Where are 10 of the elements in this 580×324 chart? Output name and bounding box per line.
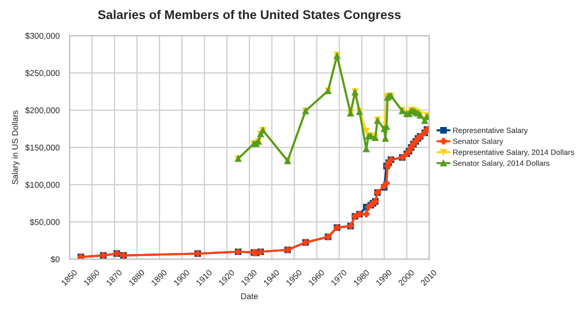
y-tick-label: $250,000 <box>25 70 60 77</box>
y-tick-label: $300,000 <box>25 32 60 40</box>
y-axis-title: Salary in US Dollars <box>12 110 20 184</box>
chart-title: Salaries of Members of the United States Congress <box>98 10 401 22</box>
y-tick-label: $150,000 <box>25 144 60 152</box>
y-tick-label: $200,000 <box>25 107 60 114</box>
x-axis-title: Date <box>241 293 258 300</box>
y-tick-label: $0 <box>50 256 60 263</box>
y-tick-label: $100,000 <box>25 182 60 189</box>
y-tick-label: $50,000 <box>30 218 60 226</box>
